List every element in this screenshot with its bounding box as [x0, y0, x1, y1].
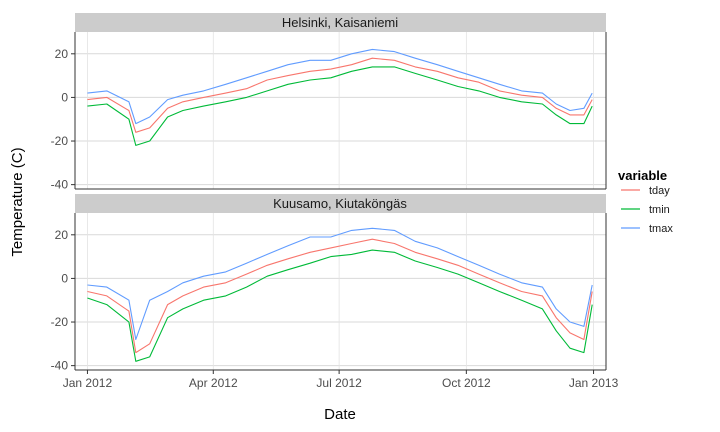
series-line-tday — [87, 57, 593, 133]
legend: variable tday tmin tmax — [618, 168, 673, 235]
y-tick-label: -40 — [51, 359, 69, 373]
legend-items: tday tmin tmax — [621, 185, 673, 235]
x-tick-label: Apr 2012 — [189, 376, 238, 390]
gridlines — [75, 213, 606, 370]
series-lines — [87, 227, 593, 362]
y-tick-label: 0 — [61, 90, 68, 104]
x-axis-title: Date — [324, 406, 356, 423]
series-line-tmin — [87, 249, 593, 362]
y-tick-label: -40 — [51, 178, 69, 192]
gridlines — [75, 32, 606, 189]
x-tick-labels: Jan 2012 Apr 2012 Jul 2012 Oct 2012 Jan 2013 — [63, 370, 619, 390]
y-tick-label: 0 — [61, 271, 68, 285]
x-tick-label: Jul 2012 — [316, 376, 362, 390]
series-line-tmax — [87, 227, 593, 341]
x-tick-label: Oct 2012 — [442, 376, 491, 390]
y-tick-label: -20 — [51, 134, 69, 148]
y-tick-label: -20 — [51, 315, 69, 329]
x-tick-label: Jan 2012 — [63, 376, 113, 390]
y-tick-labels: 20 0 -20 -40 — [51, 47, 75, 192]
series-line-tmax — [87, 48, 593, 125]
strip-background — [75, 194, 606, 213]
series-lines — [87, 48, 593, 146]
series-line-tday — [87, 238, 593, 354]
legend-title: variable — [618, 168, 667, 183]
legend-label-tmin: tmin — [649, 204, 670, 216]
series-line-tmin — [87, 66, 593, 146]
y-axis-title: Temperature (C) — [9, 147, 26, 256]
strip-label-kuusamo: Kuusamo, Kiutaköngäs — [273, 196, 407, 211]
y-tick-labels: 20 0 -20 -40 — [51, 228, 75, 373]
y-tick-label: 20 — [55, 47, 69, 61]
y-tick-label: 20 — [55, 228, 69, 242]
legend-label-tday: tday — [649, 185, 670, 197]
strip-background — [75, 13, 606, 32]
panel-kuusamo: Kuusamo, Kiutaköngäs 20 0 -20 -40 — [51, 194, 607, 373]
panel-helsinki: Helsinki, Kaisaniemi 20 0 -20 -40 — [51, 13, 607, 192]
legend-label-tmax: tmax — [649, 223, 673, 235]
strip-label-helsinki: Helsinki, Kaisaniemi — [282, 15, 398, 30]
x-tick-label: Jan 2013 — [569, 376, 619, 390]
